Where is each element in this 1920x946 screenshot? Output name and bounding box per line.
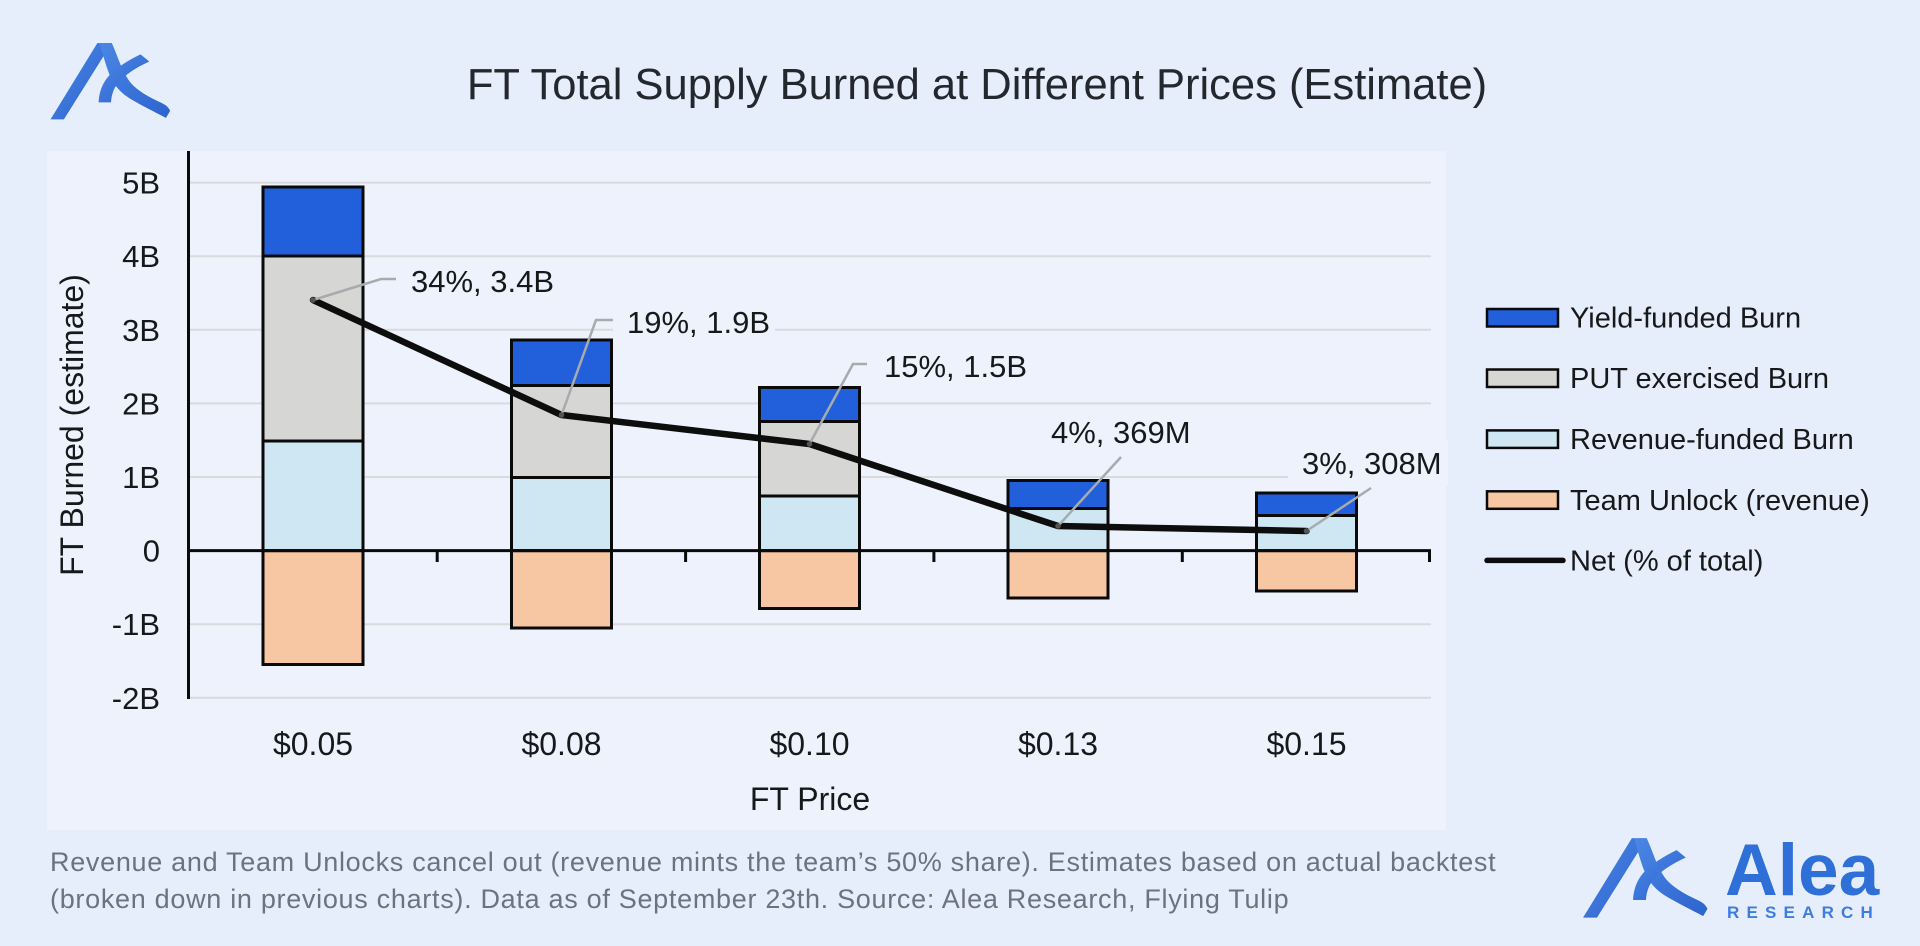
svg-text:$0.13: $0.13 <box>1018 726 1098 762</box>
svg-text:5B: 5B <box>122 166 160 201</box>
svg-text:-1B: -1B <box>112 607 160 642</box>
svg-text:Revenue and Team Unlocks cance: Revenue and Team Unlocks cancel out (rev… <box>50 847 1496 877</box>
svg-text:$0.08: $0.08 <box>521 726 601 762</box>
svg-text:$0.15: $0.15 <box>1266 726 1346 762</box>
svg-text:4B: 4B <box>122 239 160 274</box>
svg-text:3B: 3B <box>122 313 160 348</box>
svg-text:1B: 1B <box>122 460 160 495</box>
svg-text:34%, 3.4B: 34%, 3.4B <box>411 264 554 299</box>
svg-text:Net (% of total): Net (% of total) <box>1570 545 1763 577</box>
svg-text:PUT exercised Burn: PUT exercised Burn <box>1570 363 1829 395</box>
svg-text:FT Burned (estimate): FT Burned (estimate) <box>54 274 90 576</box>
svg-text:RESEARCH: RESEARCH <box>1727 903 1880 922</box>
svg-text:FT Price: FT Price <box>750 781 870 817</box>
svg-text:4%, 369M: 4%, 369M <box>1051 415 1191 450</box>
svg-text:FT Total Supply Burned at Diff: FT Total Supply Burned at Different Pric… <box>467 61 1487 109</box>
svg-text:Team Unlock (revenue): Team Unlock (revenue) <box>1570 485 1870 517</box>
svg-text:(broken down in previous chart: (broken down in previous charts). Data a… <box>50 884 1289 914</box>
svg-text:15%, 1.5B: 15%, 1.5B <box>884 349 1027 384</box>
svg-text:Revenue-funded Burn: Revenue-funded Burn <box>1570 424 1854 456</box>
svg-text:-2B: -2B <box>112 681 160 716</box>
svg-text:$0.05: $0.05 <box>273 726 353 762</box>
svg-text:0: 0 <box>143 534 160 569</box>
svg-text:3%, 308M: 3%, 308M <box>1302 446 1442 481</box>
svg-text:19%, 1.9B: 19%, 1.9B <box>627 305 770 340</box>
svg-text:Yield-funded Burn: Yield-funded Burn <box>1570 303 1801 335</box>
svg-text:Alea: Alea <box>1725 830 1881 911</box>
svg-text:$0.10: $0.10 <box>769 726 849 762</box>
svg-text:2B: 2B <box>122 386 160 421</box>
